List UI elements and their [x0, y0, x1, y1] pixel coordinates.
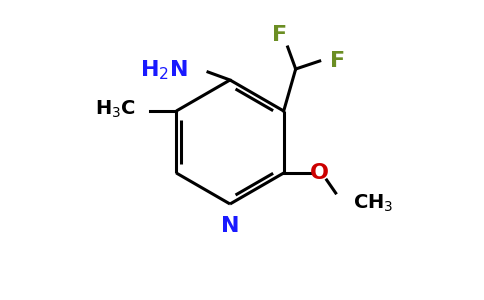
Text: CH$_3$: CH$_3$ [353, 192, 393, 214]
Text: N: N [221, 216, 239, 236]
Text: F: F [330, 51, 345, 71]
Text: H$_2$N: H$_2$N [140, 58, 188, 82]
Text: H$_3$C: H$_3$C [95, 98, 136, 120]
Text: O: O [310, 163, 329, 183]
Text: F: F [272, 25, 287, 45]
